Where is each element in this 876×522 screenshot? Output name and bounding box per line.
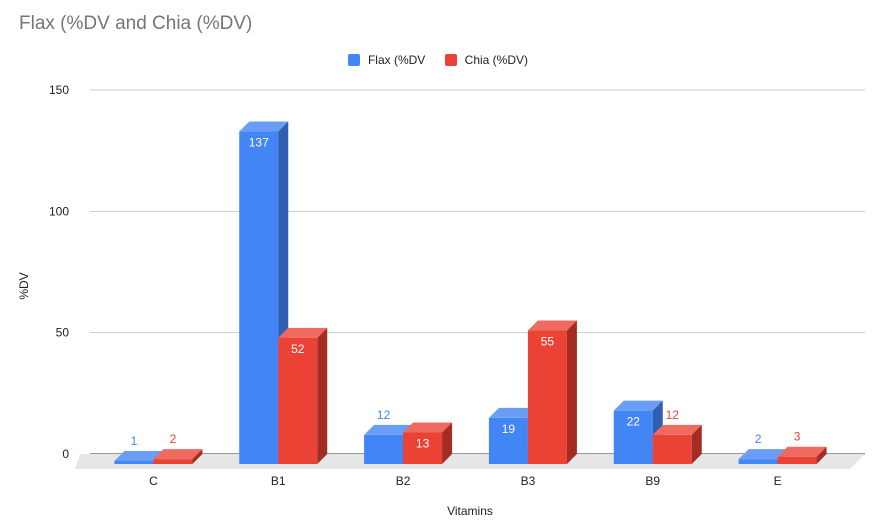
y-tick-label: 0 [62, 447, 69, 461]
bar-chiadv-b2 [403, 432, 443, 464]
bar-side-face [816, 446, 827, 464]
bar-top-face [114, 451, 164, 461]
bar-flaxdv-b3 [488, 417, 528, 464]
legend-item-flax[interactable]: Flax (%DV [347, 53, 426, 67]
bar-chiadv-b9 [652, 434, 692, 464]
bar-chiadv-c [153, 459, 193, 464]
x-tick-label: B1 [271, 474, 286, 488]
bar-chiadv-e [777, 456, 817, 464]
bar-chiadv-b1 [278, 337, 318, 464]
bar-side-face [192, 449, 203, 464]
x-tick-label: B9 [645, 474, 660, 488]
gridlines [90, 89, 865, 455]
x-axis-ticks: C B1 B2 B3 B9 E [149, 474, 782, 488]
bar-top-face [364, 424, 414, 435]
bar-top-face [278, 327, 328, 338]
data-label: 55 [541, 335, 555, 349]
bar-side-face [317, 327, 328, 464]
legend-label-chia: Chia (%DV) [464, 53, 529, 67]
data-label: 22 [627, 415, 641, 429]
x-tick-label: C [149, 474, 158, 488]
chart-title: Flax (%DV and Chia (%DV) [19, 13, 253, 34]
bar-top-face [652, 424, 702, 435]
legend-item-chia[interactable]: Chia (%DV) [444, 53, 529, 67]
x-axis-title: Vitamins [447, 504, 493, 518]
bar-flaxdv-c [114, 461, 154, 464]
legend-label-flax: Flax (%DV [367, 53, 426, 67]
data-label: 13 [416, 436, 430, 450]
bar-side-face [691, 424, 702, 464]
bar-side-face [566, 320, 577, 464]
bar-top-face [153, 449, 203, 460]
data-label: 12 [666, 408, 680, 422]
x-tick-label: B2 [396, 474, 411, 488]
bar-top-face [777, 446, 827, 457]
bar-flaxdv-e [738, 459, 778, 464]
y-tick-label: 150 [49, 83, 69, 97]
bar-flaxdv-b2 [364, 434, 404, 464]
y-tick-label: 100 [49, 204, 69, 218]
bar-top-face [527, 320, 577, 331]
x-tick-label: E [774, 474, 782, 488]
y-tick-label: 50 [56, 326, 70, 340]
data-label: 2 [755, 432, 762, 446]
data-label: 1 [131, 434, 138, 448]
bar-top-face [738, 449, 788, 460]
data-label: 2 [170, 432, 177, 446]
bar-top-face [613, 400, 663, 411]
bar-flaxdv-b9 [613, 410, 653, 464]
bar-top-face [239, 121, 289, 132]
bar-chiadv-b3 [527, 330, 567, 464]
legend-swatch-flax [347, 54, 360, 66]
bar-side-face [442, 422, 453, 464]
bar-top-face [488, 407, 538, 418]
data-label: 19 [502, 422, 516, 436]
y-axis-title: %DV [17, 272, 31, 299]
data-label: 137 [249, 136, 269, 150]
bar-top-face [403, 422, 453, 433]
data-label: 52 [291, 342, 305, 356]
legend: Flax (%DV Chia (%DV) [0, 53, 876, 69]
bar-flaxdv-b1 [239, 131, 279, 464]
y-axis-ticks: 0 50 100 150 [49, 83, 69, 461]
x-tick-label: B3 [521, 474, 536, 488]
data-label: 12 [377, 408, 391, 422]
legend-swatch-chia [444, 54, 457, 66]
data-label: 3 [794, 430, 801, 444]
